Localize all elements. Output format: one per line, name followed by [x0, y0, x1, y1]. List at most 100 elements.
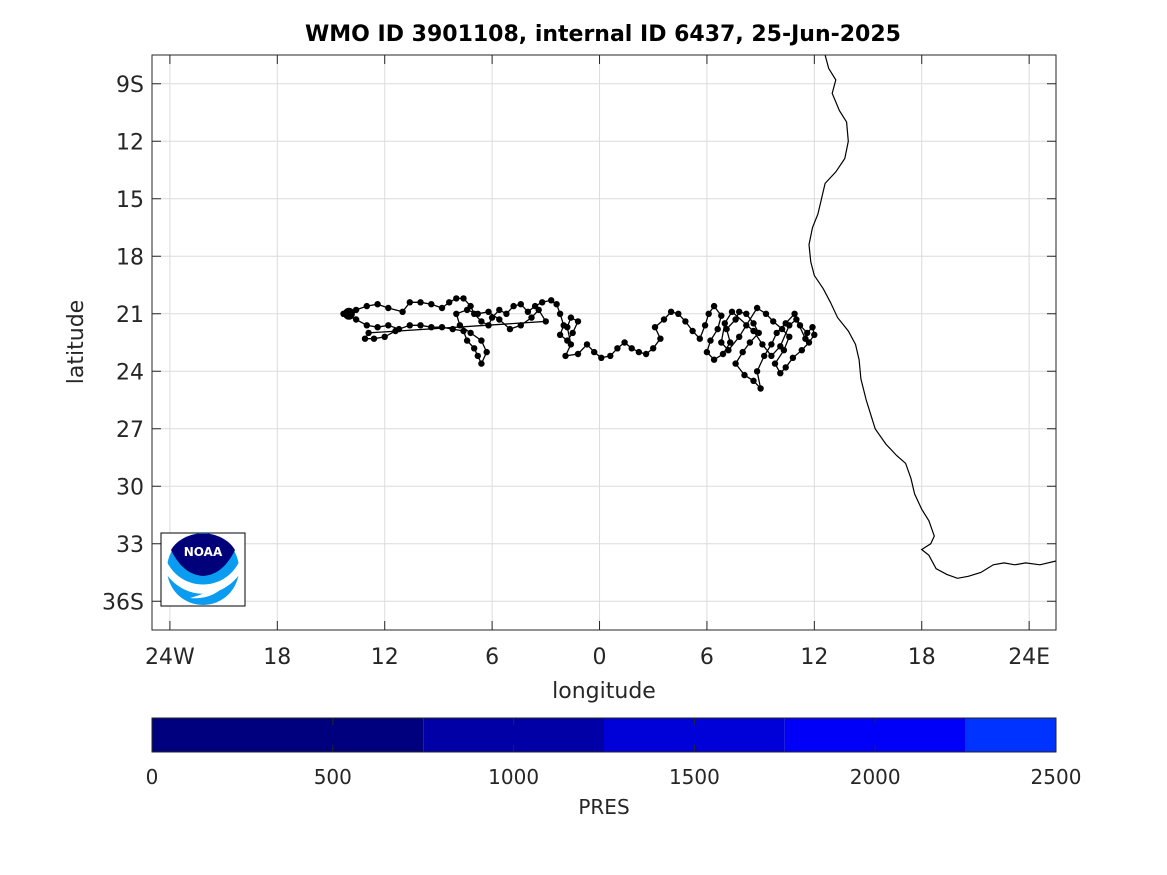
profile-point	[438, 324, 446, 331]
profile-point	[417, 299, 424, 306]
colorbar-tick-label: 500	[314, 765, 352, 789]
x-tick-label: 0	[593, 645, 607, 670]
profile-point	[471, 345, 478, 352]
noaa-logo: NOAA	[160, 532, 246, 607]
profile-point	[456, 322, 464, 329]
colorbar-tick-labels: 0 500 1000 1500 2000 2500	[146, 765, 1082, 789]
colorbar-segment	[965, 718, 1056, 752]
profile-point	[710, 356, 718, 363]
profile-point	[651, 324, 659, 331]
profile-point	[736, 308, 743, 315]
profile-point	[811, 331, 818, 338]
x-tick-label: 24W	[145, 645, 195, 670]
profile-point	[750, 320, 757, 327]
profile-point	[689, 327, 696, 335]
coastline-line	[808, 54, 1057, 579]
profile-point	[361, 335, 369, 342]
colorbar-segment	[152, 718, 424, 752]
profile-point	[583, 341, 591, 348]
grid-lines	[152, 55, 1056, 630]
profile-point	[542, 318, 549, 325]
chart-title: WMO ID 3901108, internal ID 6437, 25-Jun…	[305, 22, 901, 47]
profile-point	[406, 322, 413, 329]
profile-point	[385, 322, 392, 329]
profile-point	[768, 352, 775, 360]
colorbar-tick-label: 0	[146, 765, 159, 789]
profile-point	[496, 316, 503, 323]
colorbar: 0 500 1000 1500 2000 2500 PRES	[146, 717, 1082, 819]
x-tick-label: 6	[700, 645, 714, 670]
logo-dark-cap	[171, 533, 235, 576]
profile-point	[478, 318, 485, 325]
y-tick-label: 24	[116, 360, 144, 385]
profile-point	[503, 310, 510, 317]
y-tick-label: 30	[116, 475, 144, 500]
profile-point	[363, 302, 370, 310]
profile-point	[365, 329, 372, 337]
y-tick-label: 21	[116, 303, 144, 328]
profile-point	[796, 322, 804, 329]
profile-point	[804, 329, 811, 337]
profile-point	[453, 310, 460, 317]
profile-point	[510, 302, 517, 310]
x-tick-label: 24E	[1008, 645, 1050, 670]
colorbar-tick-label: 2000	[850, 765, 901, 789]
profile-point	[703, 348, 711, 356]
profile-point	[621, 339, 628, 346]
profile-point	[719, 350, 727, 358]
profile-point	[381, 333, 388, 340]
profile-point	[385, 304, 392, 312]
x-tick-label: 12	[800, 645, 828, 670]
profile-point	[743, 310, 750, 317]
colorbar-label: PRES	[578, 795, 629, 819]
coastline	[808, 54, 1057, 579]
profile-point	[449, 325, 456, 333]
profile-point	[759, 341, 766, 348]
profile-point	[757, 385, 764, 392]
profile-point	[528, 314, 535, 321]
colorbar-tick-label: 2500	[1031, 765, 1082, 789]
profile-point	[517, 322, 524, 329]
profile-point	[428, 324, 435, 331]
plot-background	[152, 55, 1056, 630]
profile-point	[374, 324, 381, 331]
profile-point	[753, 368, 761, 375]
profile-point	[474, 310, 481, 317]
profile-point	[741, 371, 748, 379]
profile-point	[569, 329, 576, 337]
profile-point	[535, 306, 542, 314]
profile-point	[777, 370, 784, 377]
colorbar-frame	[151, 717, 1057, 753]
profile-point	[438, 304, 446, 312]
profile-point	[727, 339, 734, 346]
profile-point	[417, 322, 424, 329]
profile-point	[701, 322, 709, 329]
plot-area: 24W 18 12 6 0 6 12 18 24E 9S 12 15 18 21 24 27 30 33 36S	[102, 54, 1057, 670]
profile-point	[725, 347, 732, 354]
profile-point	[524, 308, 532, 315]
profile-point	[556, 310, 564, 317]
profile-point	[750, 377, 757, 384]
profile-point	[721, 320, 728, 327]
profile-point	[446, 299, 453, 306]
float-track	[340, 295, 818, 392]
profile-point	[657, 335, 664, 342]
profile-point	[660, 316, 668, 323]
profile-point	[374, 301, 381, 308]
profile-point	[642, 350, 650, 358]
profile-point	[777, 343, 784, 350]
profile-point	[793, 316, 800, 323]
profile-point	[771, 360, 779, 367]
profile-point	[598, 354, 605, 361]
profile-point	[483, 348, 490, 356]
profile-point	[548, 297, 555, 304]
profile-point	[635, 348, 643, 356]
profile-point	[739, 348, 746, 356]
profile-point	[736, 333, 743, 340]
profile-point	[506, 325, 514, 333]
profile-point	[732, 360, 739, 367]
y-tick-label: 18	[116, 245, 144, 270]
profile-point	[553, 301, 560, 308]
profile-point	[591, 348, 598, 356]
x-tick-label: 12	[371, 645, 399, 670]
